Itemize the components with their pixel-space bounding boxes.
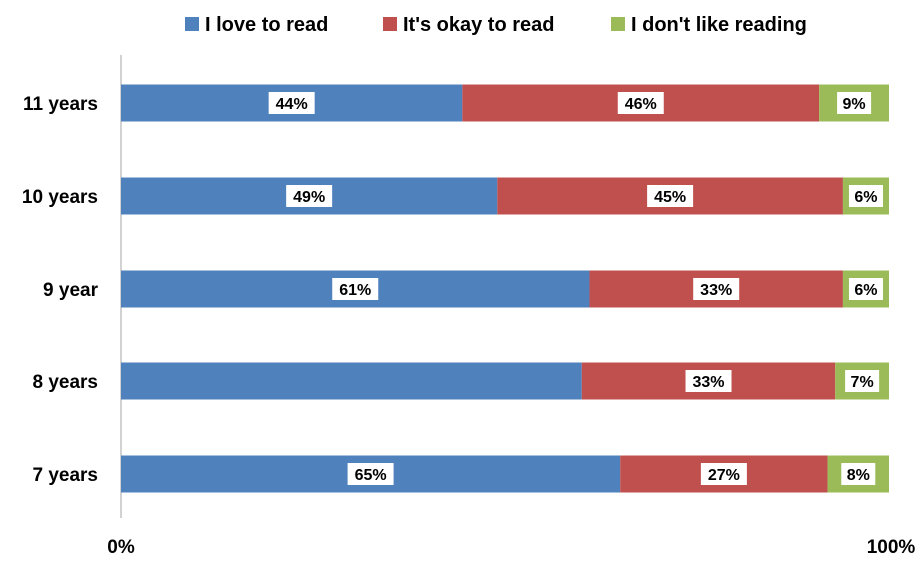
data-label-box [848,185,883,207]
data-label: 61% [339,282,371,299]
data-label: 44% [276,96,308,113]
legend-swatch [383,17,397,31]
legend-swatch [185,17,199,31]
category-label: 9 year [43,280,99,301]
data-label: 65% [355,467,387,484]
data-label-box [286,185,333,207]
x-tick-label: 100% [867,537,916,558]
data-label: 9% [843,96,866,113]
data-label: 7% [851,374,874,391]
legend-label: It's okay to read [403,14,554,36]
category-label: 10 years [22,187,98,208]
legend: I love to read It's okay to read I don't l… [185,14,807,36]
data-labels: 44% 46% 9% 49% 45% 6% 61% 33% 6% 33% 7% 65% 27% 8% [268,92,883,485]
legend-swatch [611,17,625,31]
legend-label: I don't like reading [631,14,807,36]
bar-segment [121,362,582,400]
data-label: 8% [847,467,870,484]
data-label-box [841,463,876,485]
data-label-box [617,92,664,114]
legend-label: I love to read [205,14,328,36]
data-label-box [332,278,379,300]
data-label: 33% [700,282,732,299]
data-label-box [700,463,747,485]
data-label: 46% [625,96,657,113]
data-label: 45% [654,189,686,206]
data-label-box [685,370,732,392]
data-label-box [693,278,740,300]
data-label-box [647,185,694,207]
data-label: 6% [854,189,877,206]
x-tick-label: 0% [107,537,135,558]
bars [121,84,889,493]
data-label: 27% [708,467,740,484]
data-label: 6% [854,282,877,299]
category-label: 7 years [32,465,98,486]
category-label: 11 years [23,94,98,115]
data-label-box [845,370,880,392]
data-label-box [837,92,872,114]
data-label: 49% [293,189,325,206]
data-label: 33% [693,374,725,391]
data-label-box [347,463,394,485]
category-label: 8 years [32,372,98,393]
data-label-box [268,92,315,114]
axes: 11 years 10 years 9 year 8 years 7 years 0% 10… [22,55,915,558]
data-label-box [848,278,883,300]
